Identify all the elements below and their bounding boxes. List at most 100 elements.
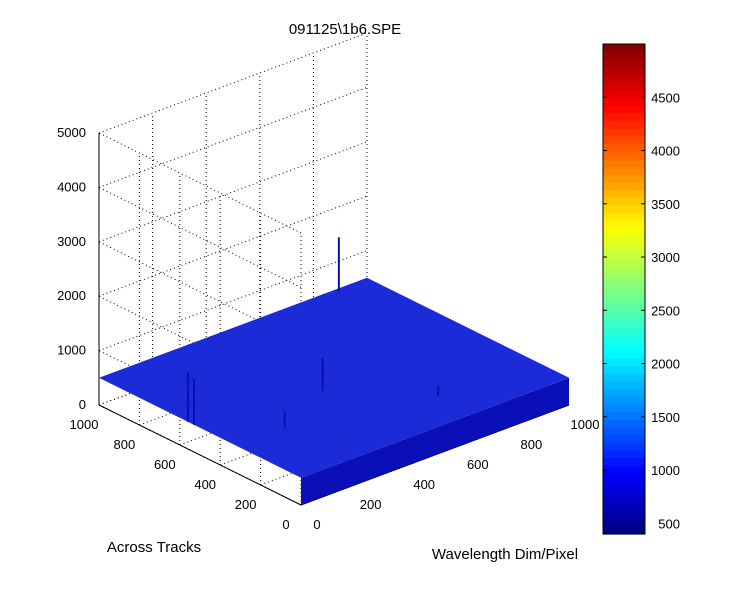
surface-mesh-line [188,344,391,445]
colorbar-tick-label: 4500 [651,90,680,105]
colorbar-band [603,243,645,252]
colorbar-band [603,457,645,466]
colorbar-tick-label: 2000 [651,357,680,372]
x-tick-label: 1000 [571,417,600,432]
colorbar-band [603,273,645,282]
y-tick-label: 200 [235,497,257,512]
colorbar-frame [602,43,646,535]
x-tick-label: 600 [467,457,489,472]
surface-mesh-line [344,285,547,387]
colorbar-tick-label: 3000 [651,250,680,265]
z-tick-label: 5000 [57,125,86,140]
y-tick-label: 800 [114,437,136,452]
colorbar-band [603,403,645,413]
colorbar-band [603,357,645,367]
x-tick-label: 0 [313,517,320,532]
sidewall-gridline-z [98,132,302,234]
surface-mesh-line [121,369,324,470]
surface-mesh-line [232,327,436,429]
colorbar-band [603,143,645,152]
surface-mesh-line [210,335,413,437]
colorbar-band [603,319,645,328]
x-tick-label: 800 [521,437,543,452]
y-axis-line [98,404,302,506]
colorbar-band [603,44,645,53]
colorbar-tick-label: 1500 [651,410,680,425]
colorbar-band [603,334,645,344]
z-tick-label: 3000 [57,234,86,249]
colorbar-band [603,112,645,122]
colorbar-band [603,97,645,106]
colorbar-band [603,197,645,206]
colorbar-band [603,495,645,504]
surface-mesh-line [255,319,458,420]
chart-title: 091125\1b6.SPE [289,21,401,38]
surface-mesh-line [277,310,480,412]
y-tick-label: 400 [194,477,216,492]
colorbar-band [603,518,645,527]
x-tick-label: 400 [413,477,435,492]
colorbar-band [603,342,645,351]
colorbar-band [603,158,645,168]
surface-mesh-line [299,302,503,404]
colorbar-band [603,105,645,114]
colorbar-tick-label: 500 [658,516,680,531]
colorbar-band [603,281,645,290]
colorbar-band [603,388,645,397]
surface-front-edge [301,377,569,505]
colorbar-band [603,465,645,474]
x-tick-label: 200 [360,497,382,512]
x-axis-label: Wavelength Dim/Pixel [432,546,578,563]
colorbar-band [603,74,645,83]
colorbar-band [603,442,645,451]
colorbar-band [603,426,645,436]
colorbar-band [603,220,645,229]
surface-plot [99,237,569,505]
colorbar-tick-label: 4000 [651,144,680,159]
colorbar-band [603,434,645,443]
colorbar-band [603,296,645,305]
colorbar-band [603,128,645,137]
colorbar-band [603,472,645,482]
z-tick-label: 2000 [57,288,86,303]
y-tick-label: 1000 [70,417,99,432]
colorbar-band [603,304,645,313]
z-tick-label: 1000 [57,343,86,358]
colorbar-band [603,365,645,374]
colorbar-band [603,235,645,244]
colorbar-tick-label: 3500 [651,197,680,212]
colorbar-band [603,511,645,520]
sidewall-gridline-z [98,186,302,288]
colorbar-band [603,327,645,336]
colorbar: 500 1000 1500 2000 2500 3000 3500 4000 4500 [602,43,680,535]
colorbar-band [603,258,645,267]
z-tick-label: 0 [79,397,86,412]
surface-mesh-line [165,352,369,454]
colorbar-band [603,227,645,237]
colorbar-band [603,59,645,68]
colorbar-tick-label: 1000 [651,463,680,478]
surface-mesh-line [322,294,525,395]
y-tick-label: 600 [154,457,176,472]
colorbar-band [603,311,645,321]
colorbar-band [603,204,645,214]
colorbar-band [603,151,645,160]
colorbar-band [603,82,645,91]
colorbar-band [603,181,645,191]
colorbar-band [603,66,645,76]
axis-ticks: 0 200 400 600 800 1000 0 200 400 600 800 1000 0 1000 2… [57,125,599,532]
z-tick-label: 4000 [57,179,86,194]
backwall-gridline-z [98,195,368,297]
colorbar-band [603,189,645,198]
colorbar-band [603,350,645,359]
colorbar-band [603,380,645,390]
colorbar-band [603,449,645,459]
colorbar-band [603,503,645,512]
y-axis-label: Across Tracks [107,539,201,556]
colorbar-band [603,488,645,497]
colorbar-band [603,411,645,420]
colorbar-band [603,266,645,275]
y-tick-label: 0 [282,517,289,532]
colorbar-band [603,174,645,183]
